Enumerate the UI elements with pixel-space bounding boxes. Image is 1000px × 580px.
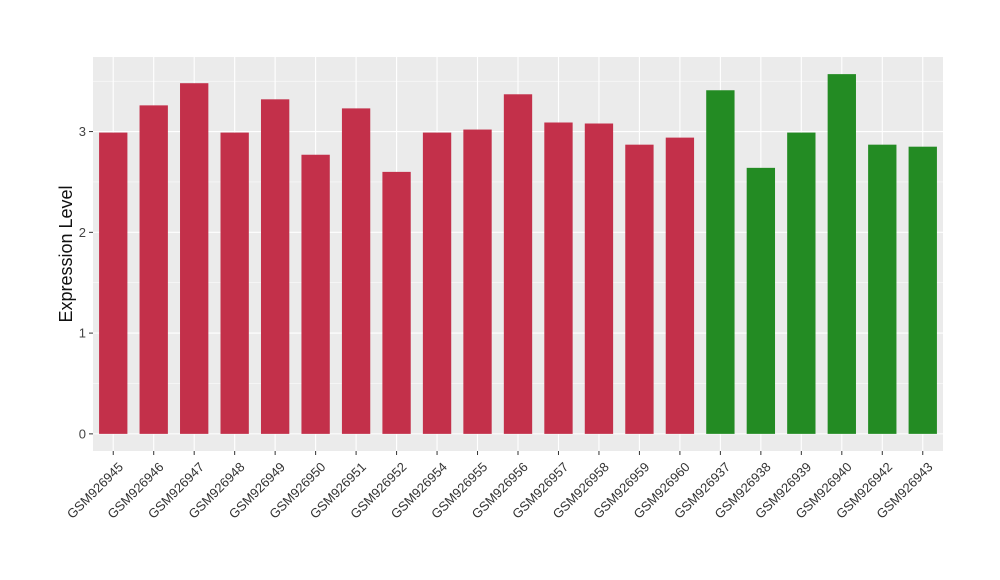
bar-GSM926948 <box>220 132 249 434</box>
bar-GSM926942 <box>868 144 897 434</box>
bar-GSM926943 <box>908 146 937 434</box>
bars <box>99 74 937 434</box>
bar-GSM926954 <box>422 132 452 434</box>
bar-GSM926956 <box>503 94 533 434</box>
y-tick-label: 1 <box>79 326 86 341</box>
y-axis: 0 1 2 3 <box>79 124 93 441</box>
bar-GSM926959 <box>625 144 654 434</box>
bar-GSM926952 <box>382 171 411 434</box>
bar-GSM926938 <box>746 167 776 434</box>
y-axis-title: Expression Level <box>56 185 76 322</box>
bar-GSM926951 <box>341 108 371 434</box>
y-tick-label: 2 <box>79 225 86 240</box>
bar-GSM926955 <box>463 129 492 434</box>
bar-GSM926947 <box>180 83 209 434</box>
x-axis: GSM926945GSM926946GSM926947GSM926948GSM9… <box>64 451 936 522</box>
bar-GSM926958 <box>584 123 614 434</box>
y-tick-label: 0 <box>79 426 86 441</box>
bar-GSM926939 <box>787 132 816 434</box>
bar-GSM926960 <box>665 137 695 434</box>
bar-GSM926945 <box>99 132 128 434</box>
y-tick-label: 3 <box>79 124 86 139</box>
bar-GSM926937 <box>706 90 735 434</box>
bar-GSM926940 <box>827 74 856 434</box>
bar-GSM926957 <box>544 122 573 434</box>
bar-GSM926946 <box>139 105 168 434</box>
bar-GSM926950 <box>301 154 330 434</box>
bar-GSM926949 <box>260 99 290 434</box>
